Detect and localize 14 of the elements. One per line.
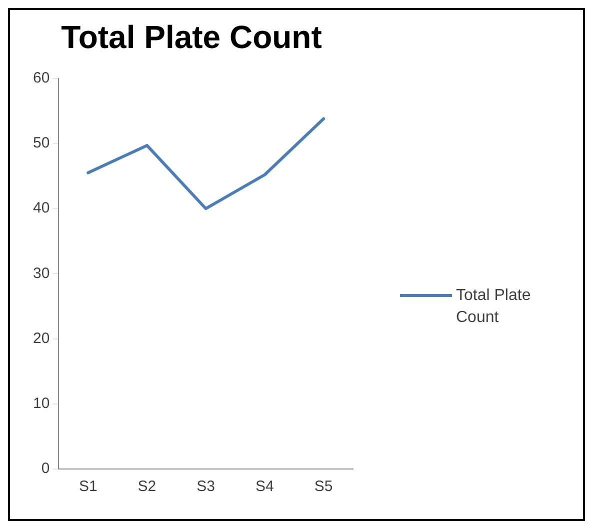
y-tick-label: 0: [41, 460, 50, 478]
y-tick-label: 10: [32, 395, 50, 412]
y-tick-label: 50: [32, 134, 50, 152]
x-tick-label: S3: [196, 478, 216, 496]
x-tick-label: S5: [314, 478, 333, 496]
y-tick-label: 40: [32, 200, 50, 217]
y-tick-label: 60: [32, 70, 50, 87]
y-tick-label: 20: [32, 330, 50, 347]
legend-label: Total Plate Count: [456, 286, 532, 328]
x-tick-label: S1: [78, 478, 98, 496]
chart-title: Total Plate Count: [61, 19, 322, 56]
x-tick-label: S2: [138, 478, 156, 496]
y-tick-label: 30: [32, 264, 50, 282]
x-tick-label: S4: [256, 478, 274, 496]
